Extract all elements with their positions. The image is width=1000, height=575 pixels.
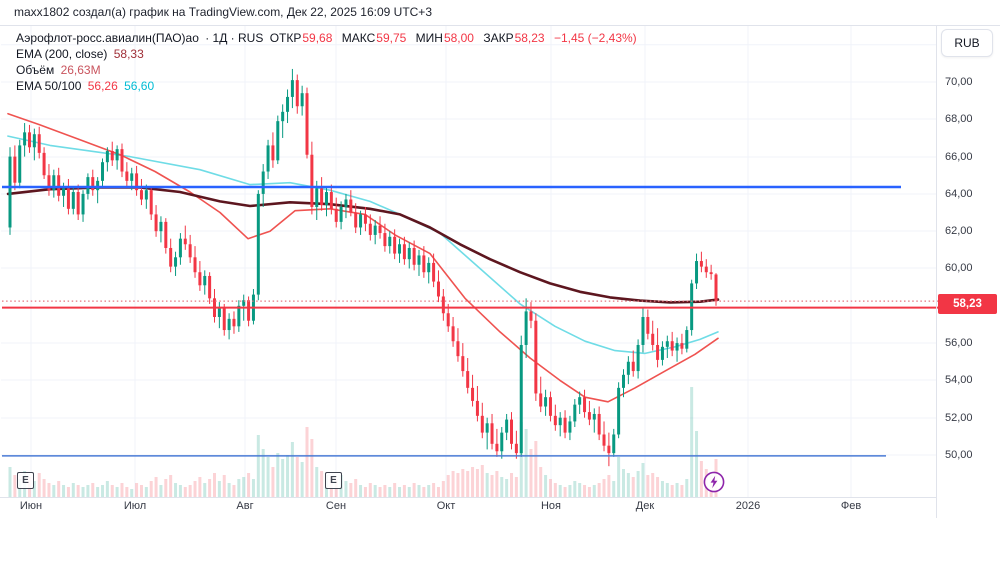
ema5060-label: EMA 50/100 — [16, 79, 82, 93]
price-tick-label: 54,00 — [945, 374, 973, 386]
time-tick-label: Окт — [436, 500, 456, 512]
ema200-value: 58,33 — [113, 47, 144, 61]
price-tick-label: 52,00 — [945, 412, 973, 424]
chart-legend: Аэрофлот-росс.авиалин(ПАО)ао · 1Д · RUS … — [16, 30, 640, 94]
ohlc-low: МИН58,00 — [415, 31, 474, 45]
time-tick-label: Фев — [840, 500, 862, 512]
legend-volume-row: Объём 26,63M — [16, 62, 640, 78]
ohlc-high: МАКС59,75 — [341, 31, 407, 45]
attribution-text: maxx1802 создал(а) график на TradingView… — [14, 5, 432, 19]
time-tick-label: Дек — [635, 500, 655, 512]
price-tick-label: 56,00 — [945, 337, 973, 349]
time-axis-divider — [0, 497, 936, 498]
ema100-value: 56,60 — [124, 79, 155, 93]
time-tick-label: Ноя — [540, 500, 562, 512]
time-tick-label: Сен — [325, 500, 347, 512]
price-axis-divider — [936, 26, 937, 518]
price-tick-label: 50,00 — [945, 449, 973, 461]
time-tick-label: Июл — [123, 500, 147, 512]
time-tick-label: 2026 — [735, 500, 761, 512]
ohlc-close: ЗАКР58,23 — [483, 31, 545, 45]
price-axis[interactable]: 70,00 68,00 66,00 64,00 62,00 60,00 56,00 54,00… — [936, 26, 1000, 497]
price-tick-label: 62,00 — [945, 225, 973, 237]
price-tick-label: 60,00 — [945, 262, 973, 274]
currency-toggle-button[interactable]: RUB — [941, 29, 993, 57]
time-tick-label: Июн — [19, 500, 43, 512]
last-price-badge: 58,23 — [938, 294, 997, 314]
symbol-name: Аэрофлот-росс.авиалин(ПАО)ао — [16, 31, 199, 45]
legend-symbol-row: Аэрофлот-росс.авиалин(ПАО)ао · 1Д · RUS … — [16, 30, 640, 46]
legend-ema200-row: EMA (200, close) 58,33 — [16, 46, 640, 62]
price-tick-label: 70,00 — [945, 76, 973, 88]
change-value: −1,45 (−2,43%) — [553, 31, 637, 45]
earnings-marker[interactable]: E — [17, 472, 34, 489]
time-tick-label: Авг — [236, 500, 254, 512]
price-tick-label: 64,00 — [945, 188, 973, 200]
flash-event-icon[interactable] — [703, 471, 725, 493]
volume-value: 26,63M — [60, 63, 101, 77]
earnings-marker[interactable]: E — [325, 472, 342, 489]
ohlc-open: ОТКР59,68 — [269, 31, 333, 45]
price-tick-label: 66,00 — [945, 151, 973, 163]
price-tick-label: 68,00 — [945, 113, 973, 125]
footer: TradingView — [0, 518, 1000, 575]
header-divider — [0, 25, 1000, 26]
symbol-meta: · 1Д · RUS — [205, 31, 264, 45]
ema50-value: 56,26 — [87, 79, 118, 93]
ema200-label: EMA (200, close) — [16, 47, 108, 61]
legend-ema5060-row: EMA 50/100 56,26 56,60 — [16, 78, 640, 94]
time-axis[interactable]: Июн Июл Авг Сен Окт Ноя Дек 2026 Фев — [0, 497, 936, 518]
volume-label: Объём — [16, 63, 55, 77]
